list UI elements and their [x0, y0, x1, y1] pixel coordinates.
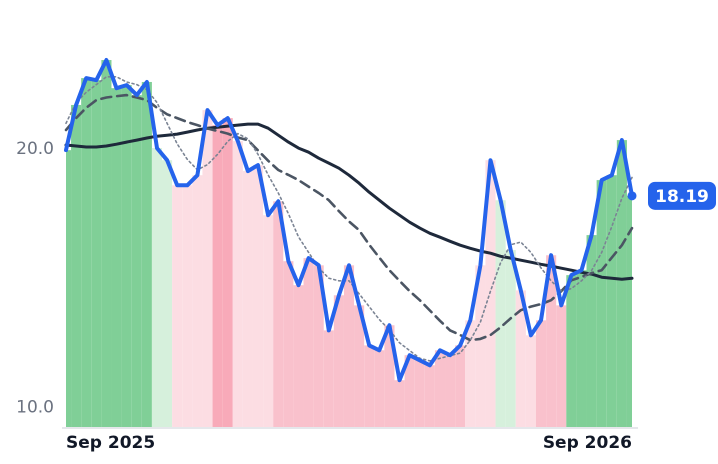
trend-band	[81, 78, 92, 429]
value-label: 18.19	[655, 187, 709, 207]
trend-band	[111, 88, 122, 428]
trend-band	[505, 250, 516, 428]
trend-band	[475, 265, 486, 428]
trend-band	[404, 355, 415, 428]
trend-band	[374, 350, 385, 428]
trend-band	[121, 85, 132, 428]
trend-band	[626, 195, 632, 428]
trend-band	[414, 360, 425, 428]
price-line	[64, 58, 634, 383]
trend-band	[535, 320, 547, 428]
trend-band	[141, 81, 152, 429]
value-badge	[648, 181, 716, 210]
trend-band	[495, 200, 506, 428]
trend-band	[71, 104, 82, 428]
trend-band	[273, 201, 284, 428]
trend-band	[445, 355, 456, 428]
trend-band	[384, 325, 395, 428]
trend-band	[283, 261, 294, 428]
trend-band	[131, 95, 142, 429]
trend-band	[202, 110, 213, 428]
trend-band	[151, 148, 163, 429]
x-tick-label: Sep 2025	[66, 433, 155, 453]
trend-band	[525, 335, 536, 428]
trend-band	[182, 185, 193, 428]
trend-band	[242, 171, 253, 428]
trend-band	[394, 380, 405, 428]
trend-band	[606, 175, 617, 428]
trend-band	[172, 185, 183, 428]
trend-band	[333, 295, 344, 428]
trend-band	[66, 150, 72, 428]
trend-band	[222, 118, 233, 428]
trend-band	[293, 285, 304, 428]
trend-band	[586, 235, 597, 428]
trend-band	[232, 141, 243, 428]
trend-band	[556, 305, 567, 428]
trend-band	[576, 270, 587, 428]
trend-band	[616, 140, 627, 429]
trend-band	[354, 305, 365, 428]
trend-band	[252, 165, 264, 428]
trend-band	[313, 265, 324, 428]
trend-band	[546, 255, 557, 428]
trend-band	[364, 345, 375, 428]
trend-band	[485, 160, 496, 429]
trend-band	[434, 350, 446, 428]
x-tick-label: Sep 2026	[543, 433, 632, 453]
trend-band	[91, 80, 102, 429]
trend-band	[455, 345, 466, 428]
trend-band	[323, 330, 334, 428]
trend-band	[101, 60, 112, 428]
last-point	[627, 191, 637, 201]
trend-band	[192, 175, 203, 428]
trend-band	[212, 125, 223, 429]
trend-band	[566, 275, 577, 428]
moving-average	[65, 76, 633, 362]
trend-band	[263, 215, 274, 428]
trend-band	[596, 180, 607, 428]
y-tick-label: 10.0	[16, 397, 54, 417]
trend-band	[515, 290, 526, 428]
trend-band	[424, 365, 435, 428]
y-tick-label: 20.0	[16, 139, 54, 159]
trend-band	[465, 320, 476, 428]
trend-band	[303, 258, 314, 428]
trend-band	[162, 160, 173, 429]
trend-band	[343, 265, 355, 428]
